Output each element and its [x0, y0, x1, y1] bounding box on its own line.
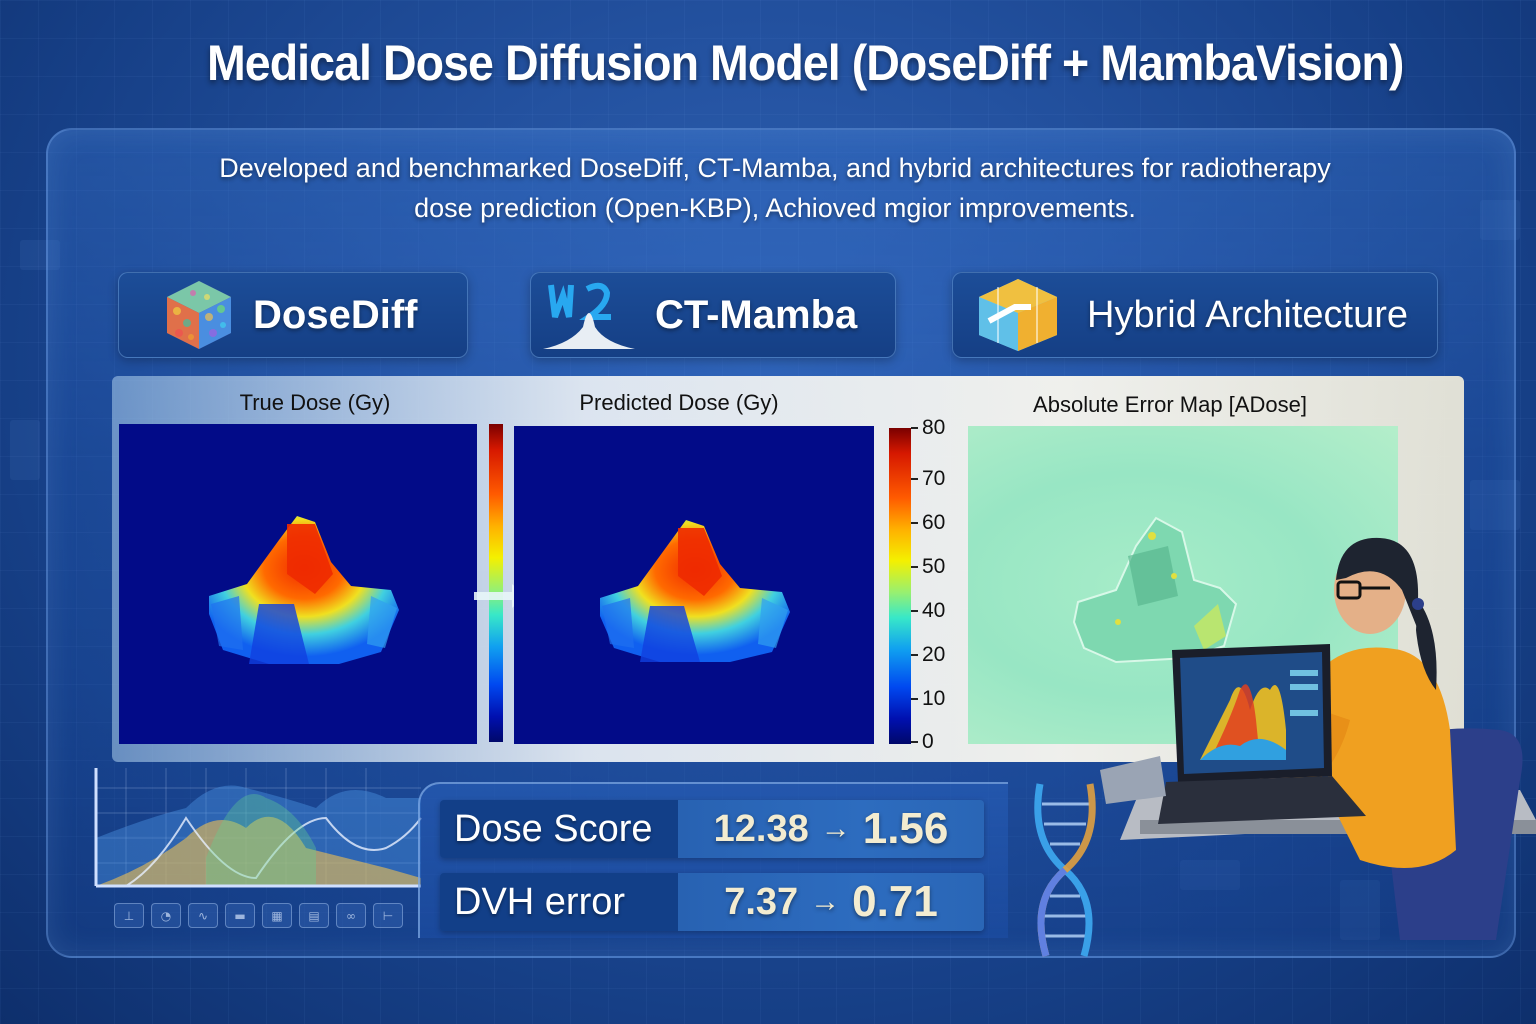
decorative-dvh-chart [94, 768, 422, 888]
true-dose-title: True Dose (Gy) [239, 390, 391, 415]
metric-label: DVH error [440, 873, 678, 931]
colorbar-tick: 80 [911, 416, 945, 440]
model-label: Hybrid Architecture [1087, 293, 1409, 336]
antenna-icon[interactable]: ⊥ [114, 903, 144, 928]
voxel-cube-icon [167, 281, 231, 349]
summary-line-2: dose prediction (Open-KBP), Achioved mgi… [414, 193, 1136, 223]
true-dose-colorbar [489, 424, 503, 742]
arrow-right-icon: → [810, 885, 841, 918]
metric-after-value: 1.56 [862, 804, 949, 853]
background-block [1180, 860, 1240, 890]
error-map-title: Absolute Error Map [ADose] [1033, 392, 1307, 417]
metric-row-dose-score: Dose Score 12.38 → 1.56 [440, 800, 984, 858]
predicted-dose-heatmap [514, 426, 874, 744]
link-icon[interactable]: ∞ [336, 903, 366, 928]
hybrid-cube-icon [979, 279, 1057, 351]
metric-values: 12.38 → 1.56 [678, 800, 984, 858]
background-block [1480, 200, 1520, 240]
waveform-icon[interactable]: ∿ [188, 903, 218, 928]
colorbar-tick: 50 [911, 555, 945, 579]
colorbar-tick: 60 [911, 511, 945, 535]
colorbar-tick: 20 [911, 643, 945, 667]
background-block [1470, 480, 1520, 530]
background-block [1340, 880, 1380, 940]
colorbar-tick: 0 [911, 730, 934, 754]
metric-label: Dose Score [440, 800, 678, 858]
researcher-illustration [1100, 537, 1536, 940]
model-label: CT-Mamba [655, 292, 858, 337]
chart-toolbar: ⊥ ◔ ∿ ▬ ▦ ▤ ∞ ⊢ [114, 903, 403, 928]
page-title: Medical Dose Diffusion Model (DoseDiff +… [206, 35, 1404, 91]
summary-line-1: Developed and benchmarked DoseDiff, CT-M… [219, 153, 1331, 183]
model-card-dosediff[interactable]: DoseDiff [118, 272, 468, 358]
true-dose-heatmap [119, 424, 477, 744]
document-icon[interactable]: ▤ [299, 903, 329, 928]
predicted-dose-title: Predicted Dose (Gy) [579, 390, 779, 415]
colorbar-tick: 40 [911, 599, 945, 623]
metric-after-value: 0.71 [852, 877, 938, 926]
dose-colorbar [889, 428, 911, 744]
background-block [20, 240, 60, 270]
colorbar-ticks: 80 70 60 50 40 20 10 0 [911, 416, 951, 753]
metric-row-dvh-error: DVH error 7.37 → 0.71 [440, 873, 984, 931]
model-label: DoseDiff [253, 292, 418, 337]
colorbar-tick: 10 [911, 687, 945, 711]
gauge-icon[interactable]: ◔ [151, 903, 181, 928]
grid-icon[interactable]: ▦ [262, 903, 292, 928]
metric-before-value: 7.37 [724, 880, 799, 923]
dna-helix-icon [1034, 783, 1096, 957]
metric-values: 7.37 → 0.71 [678, 873, 984, 931]
axis-icon[interactable]: ⊢ [373, 903, 403, 928]
model-card-hybrid-architecture[interactable]: Hybrid Architecture [952, 272, 1438, 358]
metric-before-value: 12.38 [713, 807, 809, 850]
model-card-ct-mamba[interactable]: CT-Mamba [530, 272, 896, 358]
colorbar-tick: 70 [911, 467, 945, 491]
arrow-right-icon: → [820, 812, 851, 845]
mamba-wave-icon [543, 282, 635, 349]
background-block [10, 420, 40, 480]
bar-icon[interactable]: ▬ [225, 903, 255, 928]
project-summary: Developed and benchmarked DoseDiff, CT-M… [100, 148, 1450, 228]
